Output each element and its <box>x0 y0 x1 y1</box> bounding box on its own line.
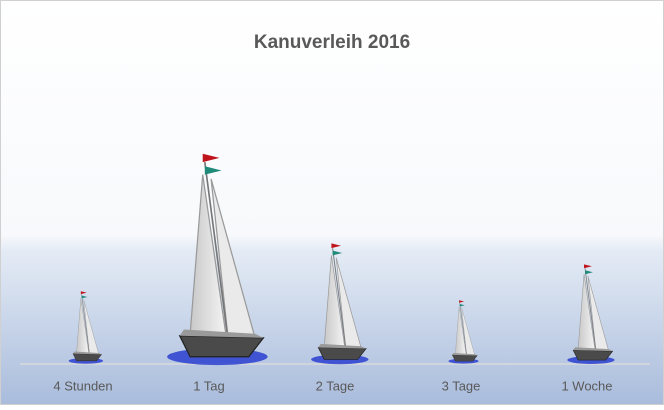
sailboat <box>448 300 479 364</box>
hull-top <box>573 347 613 352</box>
hull <box>178 335 265 358</box>
flag <box>202 153 220 163</box>
flag <box>585 270 593 275</box>
x-tick-label: 1 Woche <box>561 378 612 393</box>
sailboat <box>311 243 369 365</box>
hull-top <box>318 343 367 349</box>
mast <box>459 302 467 356</box>
hull-top <box>72 351 102 355</box>
flag <box>584 264 592 269</box>
flag <box>459 300 465 303</box>
mast <box>332 248 347 349</box>
hull-top <box>452 352 478 356</box>
sailboat <box>68 291 104 364</box>
flag <box>80 291 87 295</box>
x-tick-label: 3 Tage <box>442 378 481 393</box>
flag <box>332 250 343 256</box>
mast <box>584 268 597 352</box>
hull <box>317 347 367 360</box>
hull <box>72 353 103 362</box>
mast <box>203 161 229 338</box>
flag <box>331 243 341 249</box>
flag <box>459 303 465 307</box>
hull <box>572 349 614 361</box>
x-tick-label: 4 Stunden <box>53 378 112 393</box>
hull-top <box>179 329 264 338</box>
x-tick-label: 2 Tage <box>316 378 355 393</box>
sailboat <box>567 264 615 364</box>
mast <box>81 294 90 355</box>
x-tick-label: 1 Tag <box>193 378 225 393</box>
flag <box>204 166 222 175</box>
chart-title: Kanuverleih 2016 <box>254 32 410 53</box>
flag <box>81 295 88 299</box>
sailboat <box>167 153 268 366</box>
hull <box>451 354 478 362</box>
